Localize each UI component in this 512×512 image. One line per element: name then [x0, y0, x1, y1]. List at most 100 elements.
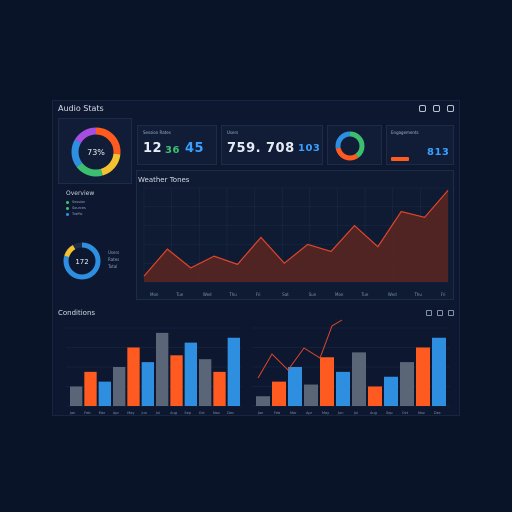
bar — [288, 367, 302, 406]
dot-icon — [66, 200, 69, 204]
x-tick-label: Apr — [113, 411, 120, 415]
bar — [384, 376, 398, 406]
settings-icon[interactable] — [437, 310, 443, 316]
bar — [416, 347, 430, 406]
sidebar-row-label: Sources — [72, 206, 86, 210]
stat-value: 813 — [427, 147, 450, 158]
stat-value: 36 — [165, 145, 180, 156]
bar — [272, 381, 286, 406]
bar — [432, 337, 446, 406]
bar — [98, 381, 111, 406]
sidebar-legend-label: Rates — [108, 257, 119, 262]
x-tick-label: Jun — [337, 411, 343, 415]
stat-value: 103 — [298, 143, 321, 154]
x-tick-label: Jan — [69, 411, 75, 415]
stat-value: 708 — [266, 141, 295, 156]
bar — [336, 371, 350, 406]
sidebar-row[interactable]: Session — [66, 200, 85, 204]
x-tick-label: Apr — [306, 411, 313, 415]
x-tick-label: Feb — [274, 411, 281, 415]
search-icon[interactable] — [447, 105, 454, 112]
x-tick-label: Dec — [434, 411, 441, 415]
x-tick-label: Thu — [413, 292, 422, 297]
stat-value: 759. — [227, 141, 262, 156]
refresh-icon[interactable] — [419, 105, 426, 112]
x-tick-label: Mar — [290, 411, 297, 415]
bar — [141, 362, 154, 406]
x-tick-label: Jul — [353, 411, 358, 415]
stat-card-sessions: Session Rates 12 36 45 — [137, 125, 217, 165]
x-tick-label: Tue — [175, 292, 183, 297]
progress-bar — [391, 157, 409, 161]
x-tick-label: May — [322, 411, 329, 415]
x-tick-label: Sat — [282, 292, 289, 297]
page-title: Audio Stats — [58, 104, 104, 113]
x-tick-label: Mon — [150, 292, 159, 297]
sidebar-legend-label: Users — [108, 250, 119, 255]
donut-value: 73% — [87, 148, 105, 157]
ring-chart — [335, 131, 365, 161]
x-tick-label: Oct — [402, 411, 409, 415]
x-tick-label: Mar — [99, 411, 106, 415]
bar — [170, 355, 183, 406]
sidebar-row-label: Session — [72, 200, 86, 204]
area-line — [143, 189, 449, 277]
x-tick-label: Wed — [388, 292, 397, 297]
donut-segment-blue — [71, 127, 121, 177]
x-tick-label: Jul — [155, 411, 160, 415]
donut-segment-purple — [71, 127, 121, 177]
bar — [368, 386, 382, 406]
bar-chart-icons — [426, 310, 454, 316]
x-tick-label: Tue — [360, 292, 368, 297]
x-tick-label: Nov — [213, 411, 220, 415]
stat-card-ring — [327, 125, 382, 165]
stat-label: Session Rates — [143, 130, 171, 135]
x-tick-label: Oct — [199, 411, 206, 415]
donut-segment-green — [71, 127, 121, 177]
bar — [127, 347, 140, 406]
x-tick-label: Mon — [335, 292, 344, 297]
bar — [213, 371, 226, 406]
stat-card-users: Users 759. 708 103 — [221, 125, 323, 165]
bar — [70, 386, 83, 406]
donut-card: 73% — [58, 118, 132, 184]
more-icon[interactable] — [448, 310, 454, 316]
sidebar-row[interactable]: Sources — [66, 206, 86, 210]
sidebar-row-label: Traffic — [72, 212, 83, 216]
donut-chart: 73% — [71, 127, 121, 177]
x-tick-label: Aug — [370, 411, 377, 415]
line-chart-title: Weather Tones — [138, 176, 190, 184]
header-icons — [419, 105, 454, 112]
sidebar-donut-segment — [63, 242, 101, 280]
bar — [227, 337, 240, 406]
x-tick-label: Dec — [227, 411, 234, 415]
x-tick-label: Aug — [170, 411, 177, 415]
x-tick-label: Sun — [309, 292, 317, 297]
x-tick-label: Fri — [441, 292, 446, 297]
bar — [256, 396, 270, 406]
bar — [113, 367, 126, 406]
bar-chart: Jan Jan Feb Feb Mar Mar Apr Apr May May Jun Jun Jul J… — [66, 319, 450, 415]
ring-segment-orange — [335, 131, 365, 161]
x-tick-label: Feb — [84, 411, 91, 415]
sidebar-donut-value: 172 — [75, 258, 88, 266]
stat-label: Engagements — [391, 130, 419, 135]
dot-icon — [66, 206, 69, 210]
x-tick-label: Nov — [418, 411, 425, 415]
dot-icon — [66, 212, 69, 216]
x-tick-label: May — [127, 411, 134, 415]
x-tick-label: Jun — [141, 411, 147, 415]
bar — [184, 342, 197, 406]
x-tick-label: Jan — [257, 411, 263, 415]
x-tick-label: Thu — [228, 292, 237, 297]
bar — [84, 371, 97, 406]
stat-label: Users — [227, 130, 239, 135]
filter-icon[interactable] — [426, 310, 432, 316]
bar-chart-title: Conditions — [58, 309, 96, 317]
stat-card-engagements: Engagements 813 — [386, 125, 454, 165]
bar — [320, 357, 334, 406]
settings-icon[interactable] — [433, 105, 440, 112]
bar — [400, 362, 414, 406]
sidebar-row[interactable]: Traffic — [66, 212, 83, 216]
bar — [352, 352, 366, 406]
